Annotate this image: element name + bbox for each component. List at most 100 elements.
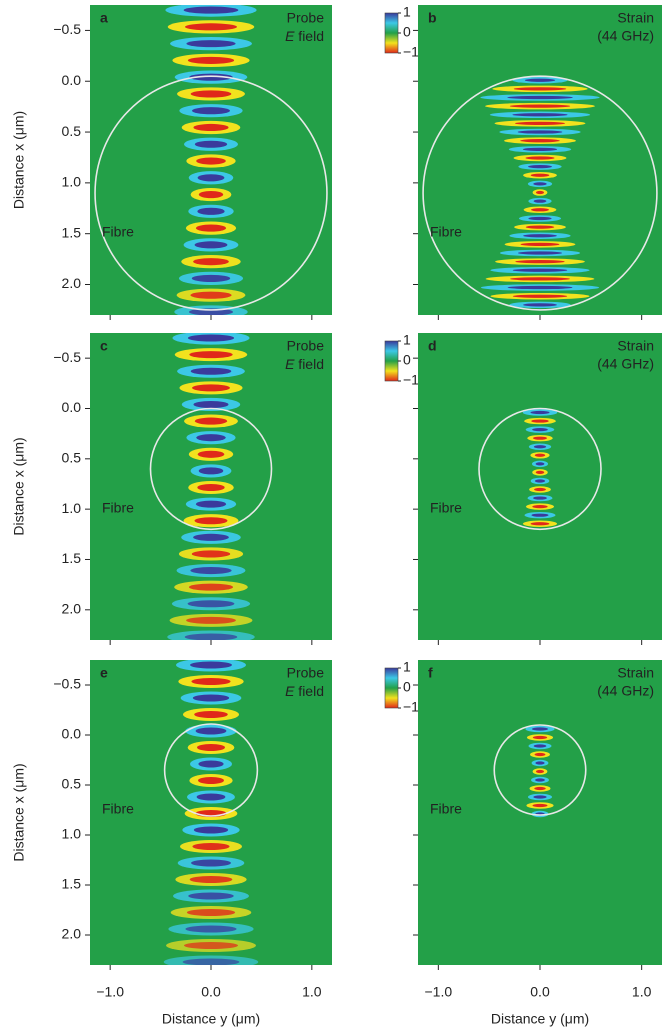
- colorbar-tick-label: −1: [403, 372, 419, 388]
- panel: [418, 333, 662, 640]
- annotation: Strain: [617, 10, 654, 26]
- fringe-core: [535, 190, 545, 195]
- fringe-core: [533, 199, 547, 203]
- fringe-core: [195, 727, 227, 735]
- y-tick-label: 1.5: [62, 550, 82, 566]
- fringe-core: [510, 277, 570, 281]
- x-tick-label: 0.0: [530, 984, 550, 1000]
- fibre-outline: [163, 723, 259, 817]
- y-tick-label: 0.5: [62, 776, 82, 792]
- fringe-core: [189, 351, 233, 359]
- colorbar-tick-label: 1: [403, 332, 411, 348]
- fibre-outline: [149, 407, 273, 531]
- y-tick-label: 2.0: [62, 601, 82, 617]
- fringe-core: [533, 445, 547, 449]
- fringe-core: [186, 909, 236, 916]
- panel: [90, 660, 332, 965]
- fringe-core: [187, 334, 235, 342]
- fibre-label: Fibre: [430, 224, 462, 240]
- fringe-core: [530, 522, 550, 526]
- y-tick-label: 1.0: [62, 500, 82, 516]
- y-axis-title: Distance x (μm): [11, 437, 27, 535]
- fringe-core: [532, 803, 548, 808]
- fringe-core: [194, 711, 228, 718]
- fringe-core: [197, 174, 225, 182]
- fringe-core: [507, 285, 573, 290]
- fringe-core: [528, 216, 552, 221]
- panel-label: c: [100, 338, 108, 354]
- y-tick-label: −0.5: [53, 676, 81, 692]
- panel: [418, 5, 662, 315]
- fringe-core: [184, 942, 238, 949]
- fringe-core: [534, 487, 546, 492]
- x-tick-label: 1.0: [632, 984, 652, 1000]
- fringe-core: [198, 760, 224, 768]
- annotation: (44 GHz): [597, 356, 654, 372]
- fringe-core: [523, 303, 557, 307]
- fibre-label: Fibre: [430, 500, 462, 516]
- fringe-core: [196, 744, 226, 751]
- fringe-core: [533, 795, 547, 799]
- fringe-core: [512, 268, 568, 272]
- fringe-core: [186, 40, 236, 48]
- fringe-core: [187, 56, 235, 64]
- panel: [418, 660, 662, 965]
- fringe-core: [520, 242, 560, 246]
- fringe-core: [533, 436, 547, 440]
- fringe-core: [188, 583, 234, 591]
- fringe-core: [191, 678, 231, 685]
- colorbar-tick-label: 1: [403, 4, 411, 20]
- fibre-label: Fibre: [102, 500, 134, 516]
- fringe-core: [535, 761, 545, 765]
- panel-label: f: [428, 665, 433, 681]
- annotation: Probe: [287, 10, 325, 26]
- y-tick-label: 0.0: [62, 726, 82, 742]
- fringe-core: [533, 496, 547, 500]
- fringe-core: [534, 786, 546, 791]
- fringe-core: [525, 156, 555, 160]
- fringe-core: [184, 633, 238, 640]
- y-tick-label: 2.0: [62, 926, 82, 942]
- fringe-core: [513, 87, 567, 91]
- fringe-core: [195, 500, 227, 508]
- fringe-core: [534, 752, 546, 757]
- fringe-core: [192, 694, 230, 702]
- fringe-core: [193, 400, 229, 408]
- fringe-core: [528, 164, 552, 169]
- fringe-core: [192, 843, 230, 850]
- fringe-core: [197, 207, 225, 215]
- fringe-core: [182, 958, 240, 965]
- fringe-core: [190, 90, 232, 98]
- fringe-core: [522, 147, 558, 151]
- fringe-core: [530, 410, 550, 415]
- fringe-core: [523, 234, 557, 238]
- fringe-core: [190, 567, 232, 575]
- fringe-core: [193, 258, 229, 266]
- fringe-core: [507, 95, 573, 100]
- fringe-core: [531, 419, 549, 423]
- fringe-core: [534, 453, 546, 457]
- y-tick-label: 1.0: [62, 174, 82, 190]
- fibre-outline: [493, 724, 587, 816]
- fringe-core: [194, 241, 228, 249]
- fringe-core: [183, 6, 239, 14]
- annotation: Strain: [617, 665, 654, 681]
- fringe-core: [189, 73, 233, 81]
- x-axis-title: Distance y (μm): [162, 1011, 260, 1027]
- fringe-core: [198, 777, 224, 784]
- panel-label: d: [428, 338, 437, 354]
- y-tick-label: 0.0: [62, 399, 82, 415]
- y-tick-label: 0.5: [62, 450, 82, 466]
- fringe-core: [193, 123, 229, 132]
- annotation: (44 GHz): [597, 683, 654, 699]
- fringe-core: [191, 550, 231, 558]
- panel: [90, 5, 332, 315]
- fringe-core: [517, 251, 563, 255]
- fringe-core: [533, 744, 547, 748]
- panel-label: a: [100, 10, 108, 26]
- fringe-core: [198, 467, 224, 475]
- x-tick-label: 0.0: [201, 984, 221, 1000]
- fibre-outline: [422, 75, 658, 311]
- x-tick-label: −1.0: [96, 984, 124, 1000]
